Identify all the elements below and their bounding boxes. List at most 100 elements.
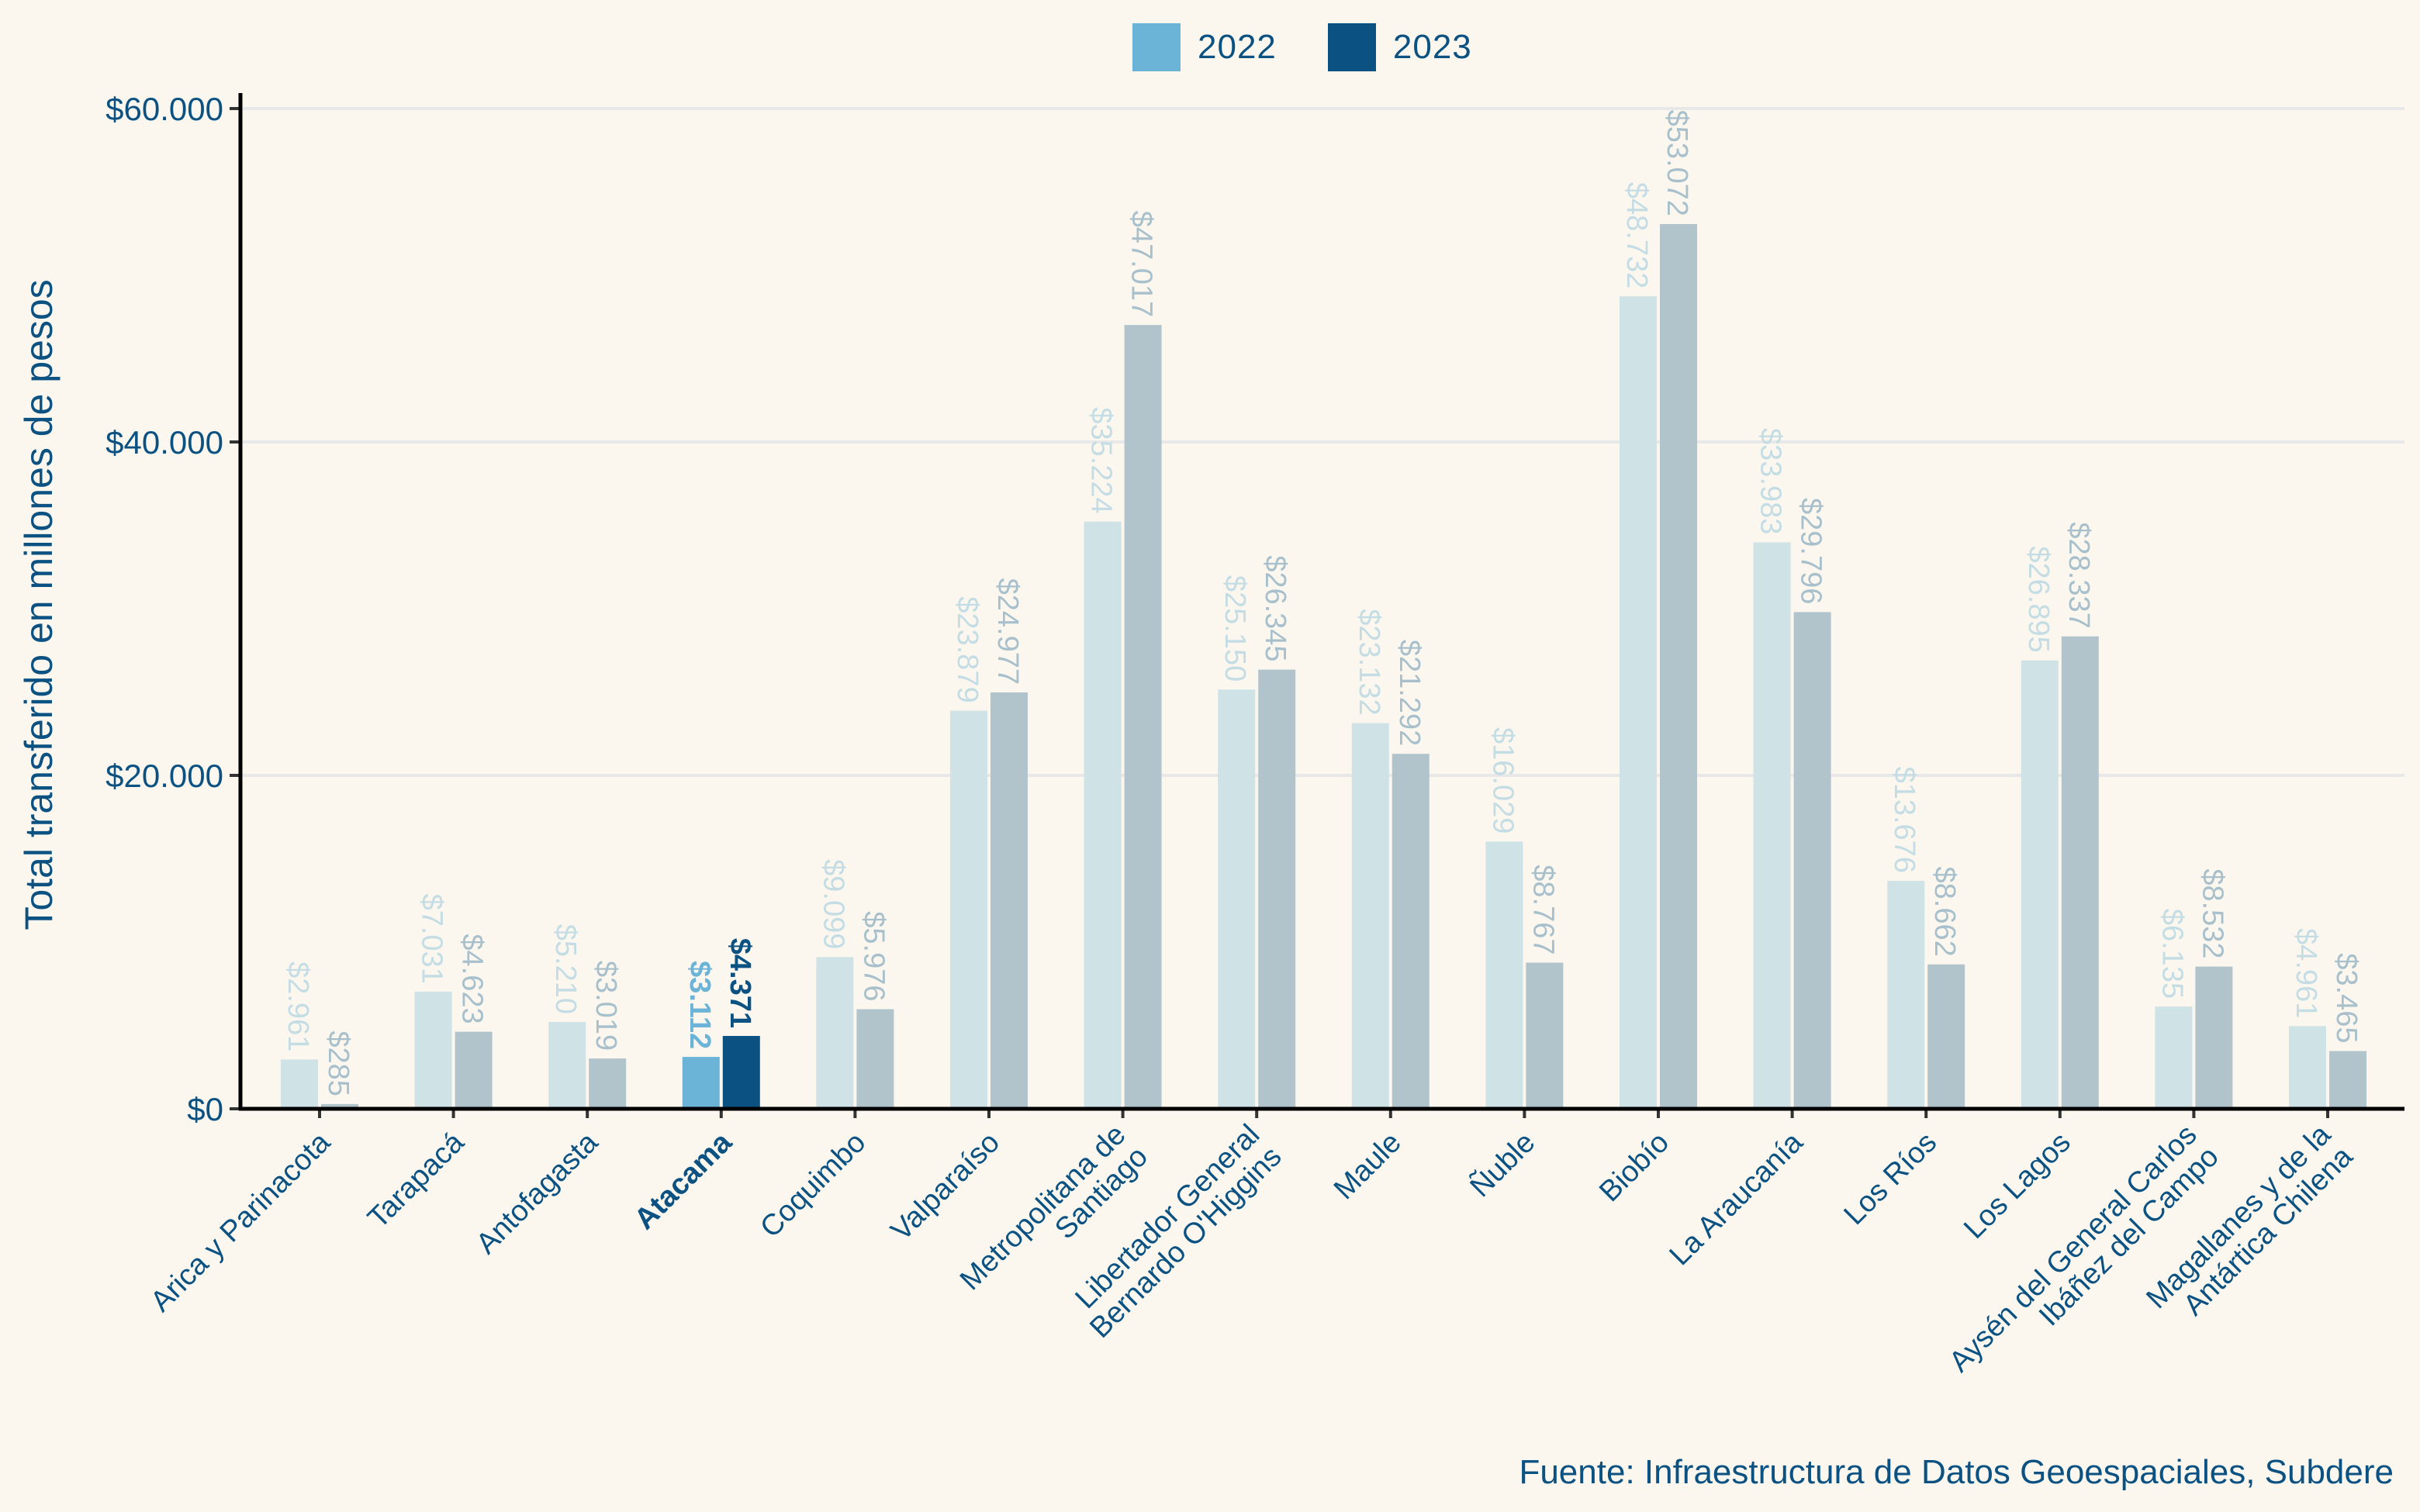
y-tick-labels: $0 $20.000 $40.000 $60.000 xyxy=(105,91,223,1127)
bar-2023-6 xyxy=(990,692,1028,1109)
x-tick-label-line: Los Ríos xyxy=(1837,1126,1943,1231)
data-label-2022-14: $26.895 xyxy=(2022,546,2055,652)
bar-2022-6 xyxy=(950,710,987,1109)
bar-2022-5 xyxy=(816,957,854,1109)
y-tick-label: $40.000 xyxy=(105,424,223,461)
y-tick-label: $0 xyxy=(187,1091,223,1127)
data-label-2023-13: $8.662 xyxy=(1928,867,1961,957)
bar-2022-1 xyxy=(281,1059,318,1109)
bar-2023-3 xyxy=(589,1058,627,1109)
bar-2022-15 xyxy=(2155,1006,2193,1109)
data-label-2023-8: $26.345 xyxy=(1259,555,1291,661)
data-label-2022-10: $16.029 xyxy=(1486,727,1519,834)
data-label-2023-12: $29.796 xyxy=(1795,498,1827,604)
data-label-2023-1: $285 xyxy=(322,1030,354,1096)
data-label-2022-2: $7.031 xyxy=(416,894,448,984)
legend-item-2022: 2022 xyxy=(1132,23,1277,71)
bar-2023-12 xyxy=(1793,612,1831,1109)
legend: 2022 2023 xyxy=(1132,23,1523,71)
legend-label-2023: 2023 xyxy=(1392,28,1472,66)
bar-2023-9 xyxy=(1392,754,1430,1109)
data-labels: $2.961$285 $7.031 $4.623 $5.210 $3.019 $3.112… xyxy=(282,110,2363,1096)
x-tick-label: La Araucanía xyxy=(1664,1126,1810,1272)
bar-2023-8 xyxy=(1258,669,1296,1109)
x-tick-label-line: Tarapacá xyxy=(361,1126,471,1235)
data-label-2023-5: $5.976 xyxy=(857,911,890,1001)
x-tick-label: Ñuble xyxy=(1464,1126,1542,1204)
bar-2022-12 xyxy=(1753,542,1791,1109)
bar-2023-1 xyxy=(321,1103,358,1109)
data-label-2022-1: $2.961 xyxy=(282,961,314,1051)
bar-2023-11 xyxy=(1660,223,1697,1109)
data-label-2023-10: $8.767 xyxy=(1526,865,1559,954)
data-label-2023-11: $53.072 xyxy=(1661,110,1693,216)
x-tick-label: Maule xyxy=(1328,1126,1408,1206)
x-tick-label-line: La Araucanía xyxy=(1664,1126,1810,1272)
x-tick-label-line: Coquimbo xyxy=(754,1126,872,1244)
bar-2023-13 xyxy=(1927,964,1965,1109)
data-label-2023-16: $3.465 xyxy=(2330,953,2363,1043)
x-tick-label: Los Lagos xyxy=(1958,1126,2077,1245)
bar-2023-14 xyxy=(2061,636,2099,1109)
data-label-2023-6: $24.977 xyxy=(991,578,1024,685)
data-label-2022-11: $48.732 xyxy=(1620,182,1653,288)
legend-item-2023: 2023 xyxy=(1327,23,1472,71)
x-tick-label: Antofagasta xyxy=(470,1126,605,1261)
bar-2023-10 xyxy=(1526,962,1564,1109)
bar-2022-11 xyxy=(1620,296,1657,1110)
legend-swatch-2023 xyxy=(1327,23,1376,71)
bar-2022-3 xyxy=(548,1021,586,1109)
bar-2023-4 xyxy=(722,1036,760,1109)
y-tick-label: $20.000 xyxy=(105,758,223,794)
data-label-2022-9: $23.132 xyxy=(1353,609,1385,715)
data-label-2022-3: $5.210 xyxy=(549,924,582,1014)
bar-2022-2 xyxy=(414,991,452,1109)
x-tick-label-line: Arica y Parinacota xyxy=(144,1126,337,1318)
x-tick-label: Arica y Parinacota xyxy=(144,1126,337,1318)
bar-2022-13 xyxy=(1887,880,1925,1109)
y-tick-label: $60.000 xyxy=(105,91,223,127)
data-label-2022-4: $3.112 xyxy=(683,961,716,1049)
data-label-2022-6: $23.879 xyxy=(951,596,984,702)
data-label-2023-15: $8.532 xyxy=(2196,868,2228,958)
bar-2023-16 xyxy=(2329,1051,2366,1109)
x-tick-label: Los Ríos xyxy=(1837,1126,1943,1231)
x-tick-label: Tarapacá xyxy=(361,1126,471,1235)
bar-2022-7 xyxy=(1084,521,1122,1109)
bar-2023-15 xyxy=(2195,966,2233,1109)
x-tick-label-line: Los Lagos xyxy=(1958,1126,2077,1245)
data-label-2023-3: $3.019 xyxy=(589,961,622,1051)
bar-2022-4 xyxy=(682,1057,720,1109)
x-tick-label: Biobío xyxy=(1593,1126,1675,1208)
x-tick-label: Valparaíso xyxy=(885,1126,1006,1247)
x-tick-label-line: Atacama xyxy=(628,1126,738,1236)
legend-label-2022: 2022 xyxy=(1198,28,1277,66)
data-label-2022-8: $25.150 xyxy=(1219,575,1251,682)
data-label-2022-16: $4.961 xyxy=(2290,928,2322,1018)
data-label-2023-2: $4.623 xyxy=(456,934,489,1024)
data-label-2022-12: $33.983 xyxy=(1754,428,1787,534)
x-tick-label-line: Ñuble xyxy=(1464,1126,1542,1204)
data-label-2022-5: $9.099 xyxy=(817,859,849,949)
source-note: Fuente: Infraestructura de Datos Geoespa… xyxy=(1519,1453,2394,1491)
bar-2023-7 xyxy=(1124,325,1162,1109)
bars xyxy=(281,223,2366,1110)
data-label-2023-14: $28.337 xyxy=(2062,522,2095,628)
bar-2022-8 xyxy=(1218,689,1256,1109)
bar-2023-2 xyxy=(455,1031,493,1109)
axes xyxy=(230,93,2404,1118)
data-label-2022-15: $6.135 xyxy=(2156,909,2188,999)
legend-swatch-2022 xyxy=(1132,23,1181,71)
bar-2023-5 xyxy=(856,1009,894,1109)
bar-2022-9 xyxy=(1351,723,1389,1109)
x-tick-label-line: Antofagasta xyxy=(470,1126,605,1261)
x-tick-label-line: Biobío xyxy=(1593,1126,1675,1208)
x-tick-label-line: Maule xyxy=(1328,1126,1408,1206)
bar-2022-16 xyxy=(2289,1026,2326,1109)
data-label-2022-7: $35.224 xyxy=(1085,407,1118,513)
data-label-2022-13: $13.676 xyxy=(1888,767,1920,873)
data-label-2023-7: $47.017 xyxy=(1125,211,1158,317)
data-label-2023-4: $4.371 xyxy=(724,938,756,1028)
x-tick-label: Coquimbo xyxy=(754,1126,872,1244)
